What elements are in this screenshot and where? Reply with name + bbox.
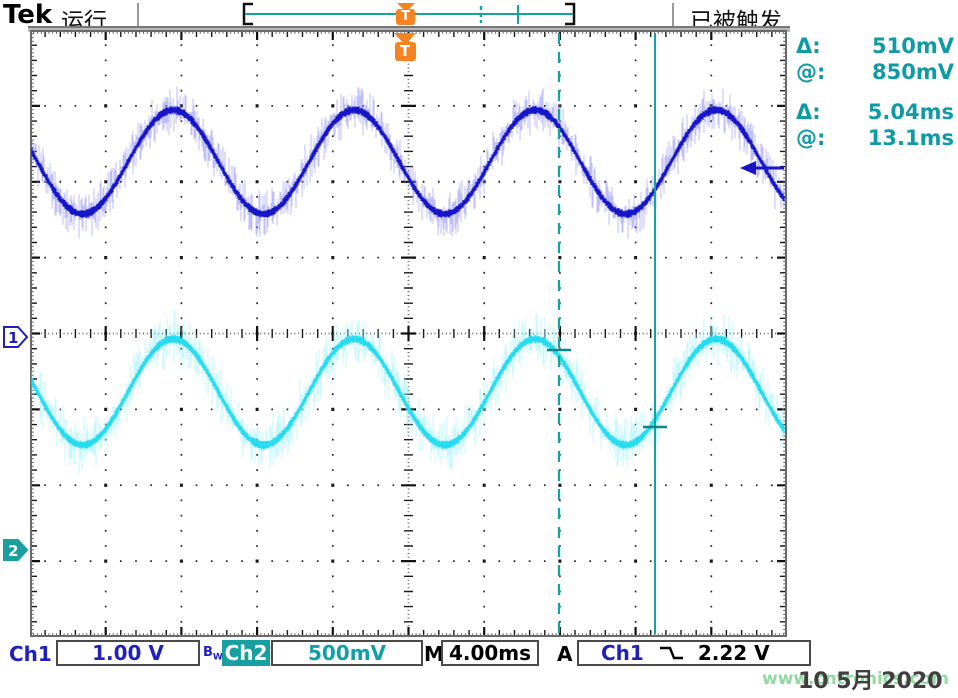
trigger-t-icon: T: [396, 9, 415, 25]
trigger-t-icon: T: [394, 42, 416, 61]
ch1-label: Ch1: [9, 642, 52, 666]
ch2-scale-value: 500mV: [307, 641, 387, 665]
trigger-source-value: Ch1: [601, 641, 644, 665]
ch2-marker-shape: [3, 539, 29, 561]
at-voltage-row: @: 850mV: [796, 59, 954, 85]
trigger-arrow-icon: [396, 3, 415, 12]
ch2-marker-label: 2: [8, 542, 18, 560]
date-stamp: 10 5月 2020: [798, 669, 943, 694]
bandwidth-limit-icon: BW: [203, 645, 223, 663]
tek-logo: Tek: [3, 0, 53, 30]
trigger-time-marker: T: [394, 33, 416, 61]
delta-voltage-row: Δ: 510mV: [796, 33, 954, 59]
at-label: @:: [796, 60, 826, 84]
ch1-scale-readout: 1.00 V: [56, 640, 200, 666]
ch2-label: Ch2: [222, 640, 270, 666]
trigger-a-label: A: [557, 642, 573, 666]
ch2-scale-readout: 500mV: [271, 640, 423, 666]
at-time-row: @: 13.1ms: [796, 125, 954, 151]
delta-label: Δ:: [796, 34, 821, 58]
trigger-level-arrow-icon: [740, 161, 756, 175]
bw-b: B: [203, 645, 213, 660]
header-divider: [672, 3, 674, 27]
waveform-display-area: [30, 30, 787, 637]
at-voltage-value: 850mV: [872, 60, 954, 84]
graticule-minor-ticks: [32, 32, 785, 635]
trigger-level-value: 2.22 V: [697, 641, 770, 665]
main-timebase-label: M: [424, 642, 444, 666]
ch1-ground-marker: 1: [3, 326, 29, 348]
graticule-border: [30, 30, 787, 637]
bracket-left-icon: [242, 2, 253, 26]
at-label: @:: [796, 126, 826, 150]
ch1-marker-shape: [3, 326, 29, 348]
ch2-trace: [30, 337, 785, 447]
delta-time-row: Δ: 5.04ms: [796, 99, 954, 125]
header-underline: [28, 26, 790, 32]
bracket-right-icon: [565, 2, 576, 26]
at-time-value: 13.1ms: [867, 126, 954, 150]
falling-edge-icon: [659, 646, 683, 660]
timebase-readout: 4.00ms: [441, 640, 539, 666]
timebase-value: 4.00ms: [448, 641, 532, 665]
readout-gap: [796, 85, 954, 99]
bw-w: W: [212, 652, 223, 663]
trigger-position-marker-bar: T: [396, 3, 415, 25]
header-divider: [137, 3, 139, 27]
delta-time-value: 5.04ms: [867, 100, 954, 124]
delta-voltage-value: 510mV: [872, 34, 954, 58]
ch2-label-text: Ch2: [224, 641, 268, 665]
ch1-trace: [30, 108, 785, 216]
ch1-marker-label: 1: [8, 329, 18, 347]
ch1-scale-value: 1.00 V: [92, 641, 164, 665]
ch2-ground-marker: 2: [3, 539, 29, 561]
delta-label: Δ:: [796, 100, 821, 124]
trigger-readout: Ch1 2.22 V: [577, 640, 811, 666]
watermark: www.cntronics.com: [762, 669, 949, 689]
cursor-readout-panel: Δ: 510mV @: 850mV Δ: 5.04ms @: 13.1ms: [796, 33, 954, 151]
